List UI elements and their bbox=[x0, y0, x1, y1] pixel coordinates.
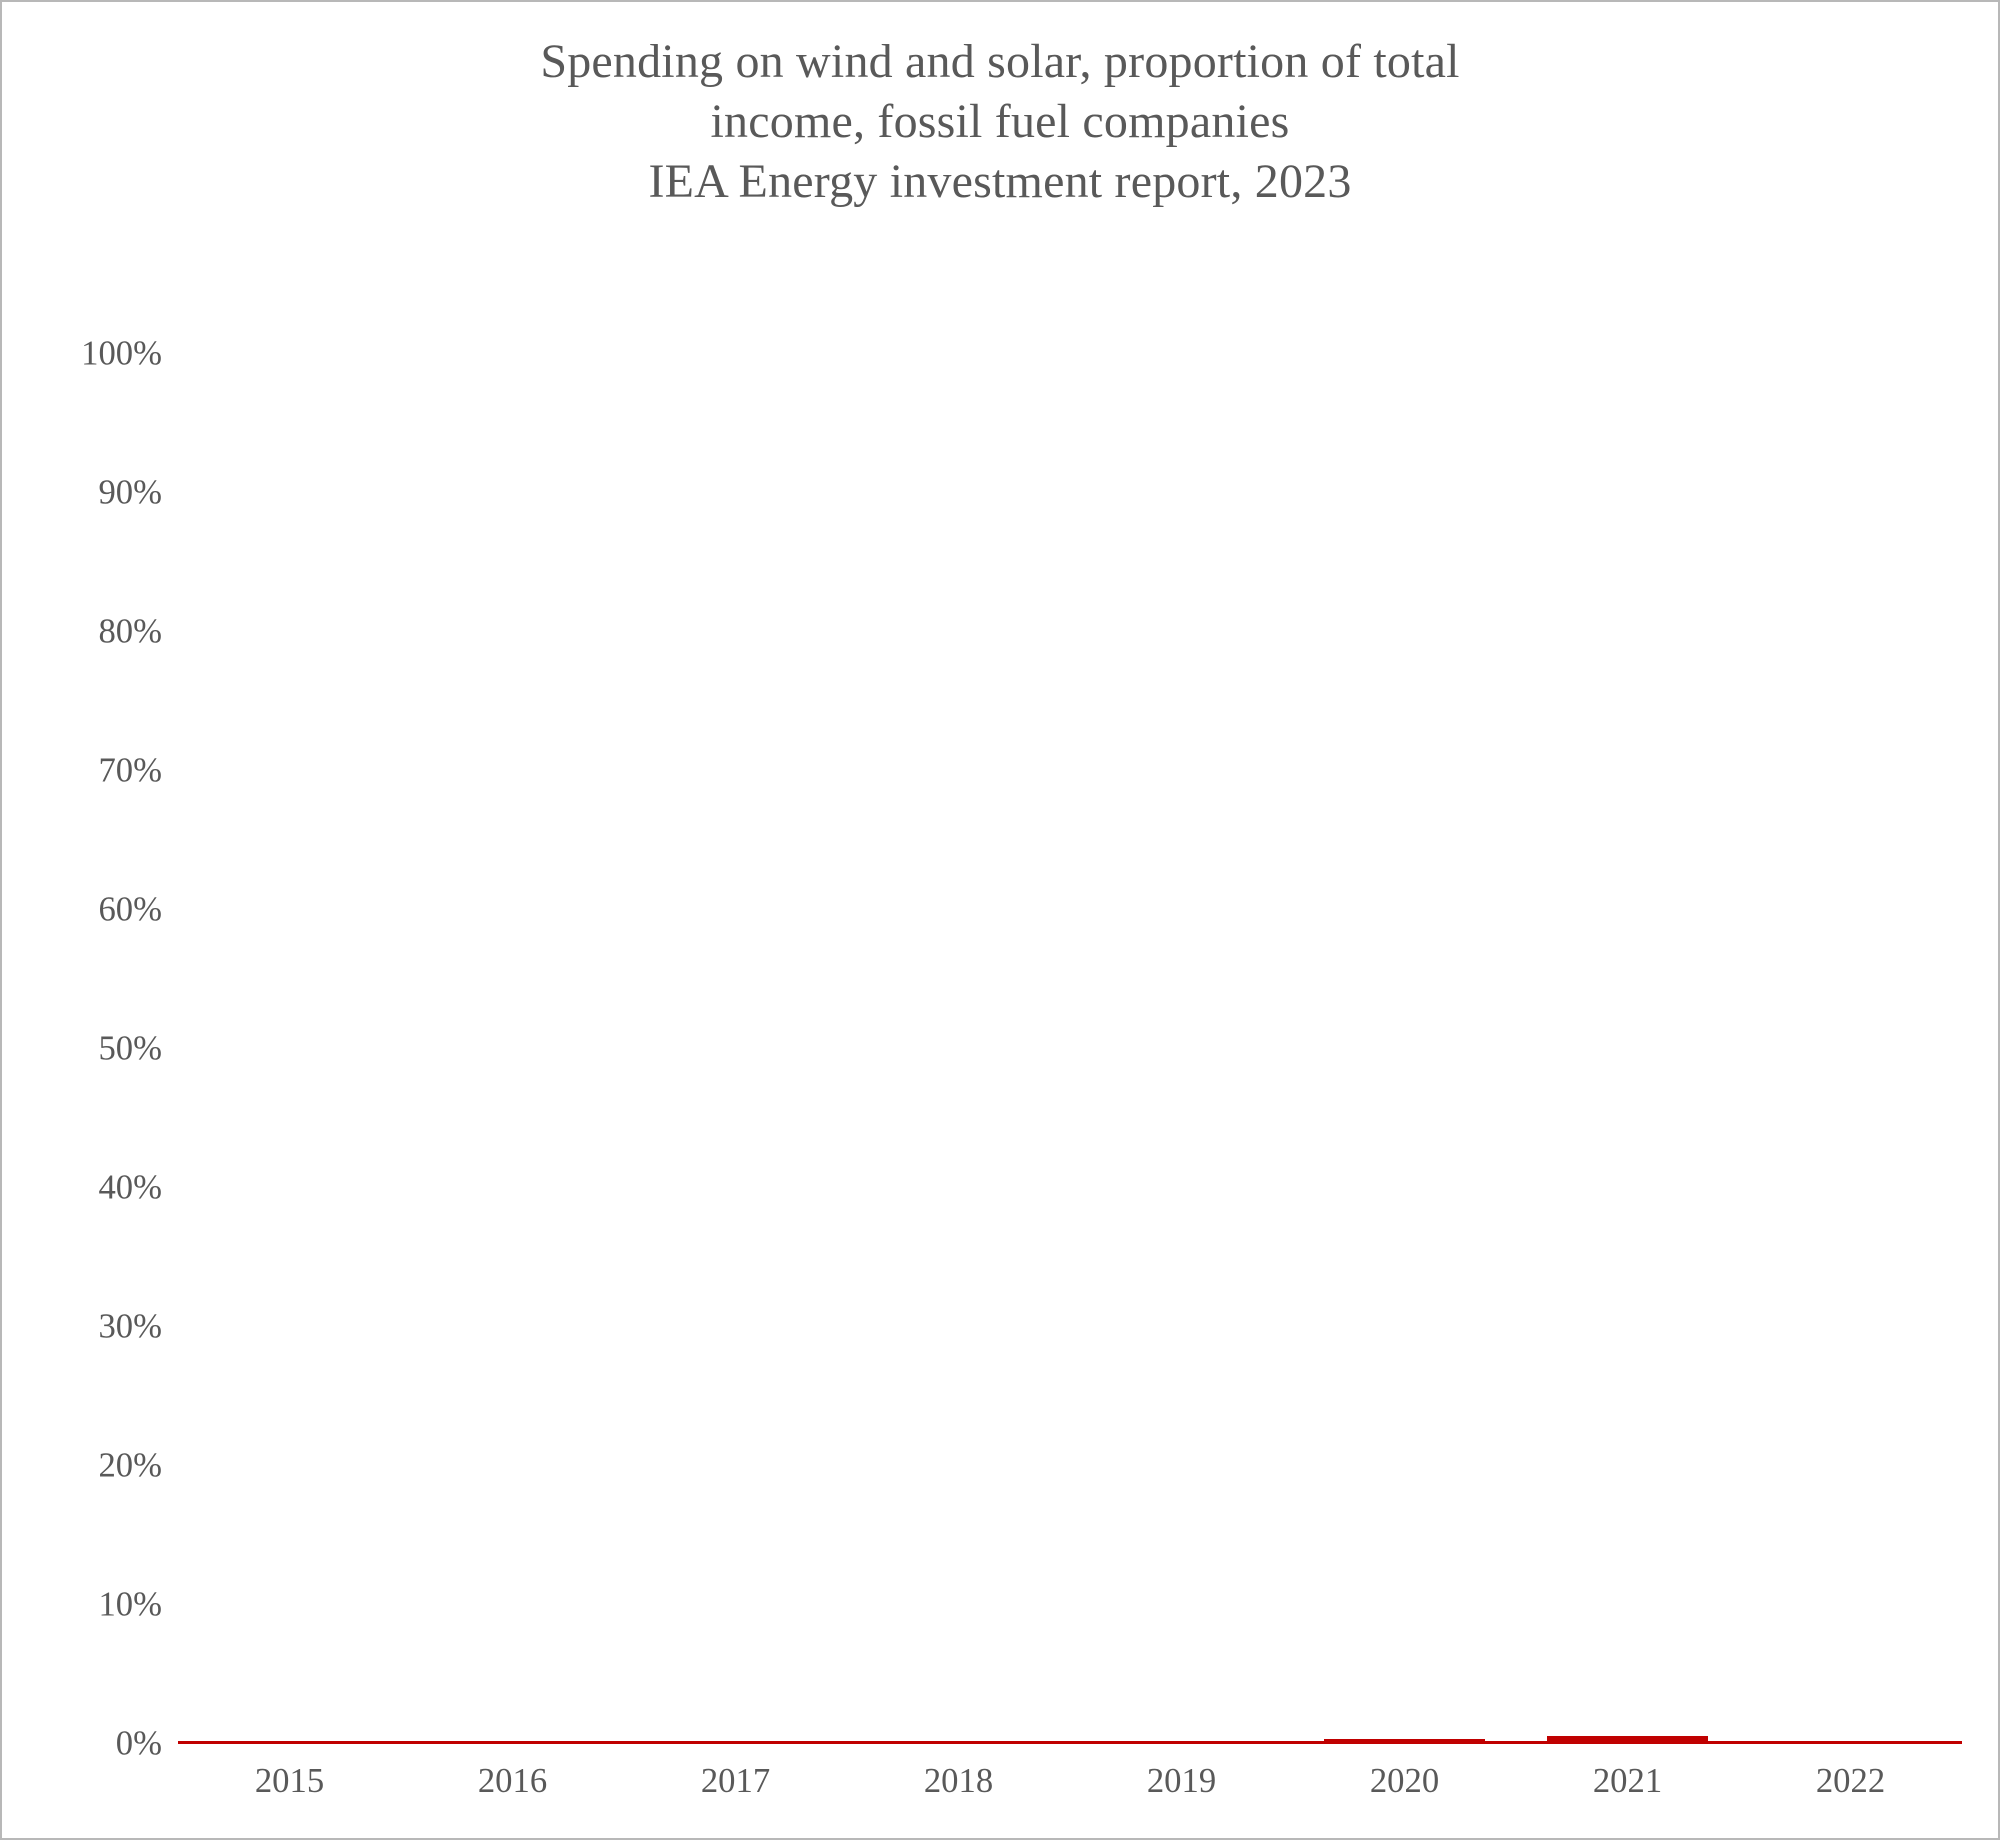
bar-slot bbox=[1070, 354, 1293, 1744]
bars-group bbox=[178, 354, 1962, 1744]
bar-slot bbox=[178, 354, 401, 1744]
y-tick-label: 0% bbox=[116, 1725, 178, 1764]
x-tick-label: 2015 bbox=[255, 1744, 324, 1801]
bar-slot bbox=[624, 354, 847, 1744]
bar-slot bbox=[1739, 354, 1962, 1744]
y-tick-label: 80% bbox=[98, 613, 178, 652]
bar-slot bbox=[847, 354, 1070, 1744]
bar-slot bbox=[401, 354, 624, 1744]
y-tick-label: 50% bbox=[98, 1030, 178, 1069]
y-tick-label: 30% bbox=[98, 1308, 178, 1347]
x-tick-label: 2021 bbox=[1593, 1744, 1662, 1801]
chart-title-line2: income, fossil fuel companies bbox=[711, 95, 1290, 148]
bar-slot bbox=[1516, 354, 1739, 1744]
bar bbox=[1547, 1736, 1708, 1744]
chart-title: Spending on wind and solar, proportion o… bbox=[2, 2, 1998, 212]
y-tick-label: 70% bbox=[98, 752, 178, 791]
bar-slot bbox=[1293, 354, 1516, 1744]
chart-title-line1: Spending on wind and solar, proportion o… bbox=[540, 35, 1459, 88]
y-tick-label: 60% bbox=[98, 891, 178, 930]
x-tick-label: 2020 bbox=[1370, 1744, 1439, 1801]
x-tick-label: 2016 bbox=[478, 1744, 547, 1801]
y-tick-label: 10% bbox=[98, 1586, 178, 1625]
y-tick-label: 90% bbox=[98, 474, 178, 513]
x-tick-label: 2019 bbox=[1147, 1744, 1216, 1801]
x-tick-label: 2018 bbox=[924, 1744, 993, 1801]
plot-area: 0%10%20%30%40%50%60%70%80%90%100%2015201… bbox=[178, 354, 1962, 1744]
y-tick-label: 100% bbox=[81, 335, 178, 374]
x-tick-label: 2017 bbox=[701, 1744, 770, 1801]
y-tick-label: 40% bbox=[98, 1169, 178, 1208]
chart-title-line3: IEA Energy investment report, 2023 bbox=[648, 155, 1351, 208]
x-tick-label: 2022 bbox=[1816, 1744, 1885, 1801]
chart-container: Spending on wind and solar, proportion o… bbox=[0, 0, 2000, 1840]
y-tick-label: 20% bbox=[98, 1447, 178, 1486]
